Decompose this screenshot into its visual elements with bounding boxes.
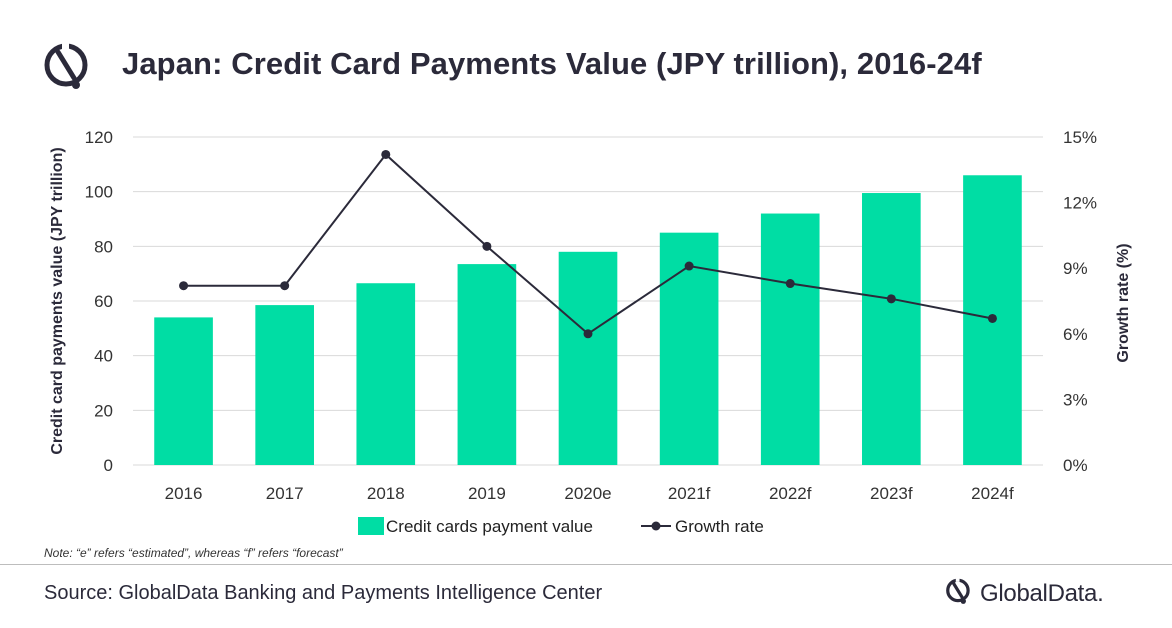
- y-tick-label: 20: [94, 401, 113, 420]
- legend-line-label: Growth rate: [675, 517, 764, 536]
- x-tick-label: 2018: [367, 484, 405, 503]
- bar: [356, 283, 416, 465]
- y-tick-label: 120: [85, 128, 113, 147]
- bar: [255, 305, 314, 465]
- legend-bar-label: Credit cards payment value: [386, 517, 593, 536]
- y2-tick-label: 3%: [1063, 390, 1088, 409]
- growth-point: [179, 281, 189, 291]
- x-tick-label: 2023f: [870, 484, 913, 503]
- brand-name: GlobalData.: [980, 579, 1104, 607]
- bar: [862, 193, 921, 466]
- x-tick-label: 2019: [468, 484, 506, 503]
- growth-point: [583, 329, 593, 339]
- brand: GlobalData.: [944, 576, 1104, 611]
- y2-tick-label: 9%: [1063, 259, 1088, 278]
- y-tick-label: 80: [94, 237, 113, 256]
- y2-tick-label: 0%: [1063, 456, 1088, 475]
- x-tick-label: 2020e: [564, 484, 611, 503]
- growth-point: [886, 294, 896, 304]
- y2-tick-label: 15%: [1063, 128, 1097, 147]
- x-tick-label: 2024f: [971, 484, 1014, 503]
- growth-point: [684, 261, 694, 271]
- growth-point: [381, 149, 391, 159]
- source-text: Source: GlobalData Banking and Payments …: [44, 582, 603, 604]
- growth-point: [987, 313, 997, 323]
- y-tick-label: 0: [104, 456, 113, 475]
- page-title: Japan: Credit Card Payments Value (JPY t…: [122, 46, 982, 81]
- bar: [760, 213, 820, 465]
- bar: [154, 317, 213, 465]
- growth-point: [785, 279, 795, 289]
- globaldata-logo-icon: [40, 38, 96, 99]
- growth-point: [482, 241, 492, 251]
- bar: [659, 232, 719, 465]
- x-tick-label: 2022f: [769, 484, 812, 503]
- legend-line-marker: [651, 521, 661, 531]
- y-tick-label: 100: [85, 183, 113, 202]
- y2-axis-title: Growth rate (%): [1115, 243, 1132, 362]
- growth-point: [280, 281, 290, 291]
- y-axis-title: Credit card payments value (JPY trillion…: [49, 147, 66, 454]
- x-tick-label: 2016: [165, 484, 203, 503]
- x-tick-label: 2017: [266, 484, 304, 503]
- bar: [558, 251, 618, 465]
- bar: [457, 264, 517, 465]
- x-tick-label: 2021f: [668, 484, 711, 503]
- footer-divider: [0, 564, 1172, 565]
- chart: 0 20 40 60 80 100 120 0% 3% 6% 9% 12% 15% 2016 2017 201…: [49, 128, 1132, 536]
- footnote: Note: “e” refers “estimated”, whereas “f…: [44, 546, 343, 560]
- y-tick-label: 60: [94, 292, 113, 311]
- legend-bar-swatch: [358, 517, 384, 535]
- y2-tick-label: 12%: [1063, 194, 1097, 213]
- y-tick-label: 40: [94, 347, 113, 366]
- y2-tick-label: 6%: [1063, 325, 1088, 344]
- globaldata-logo-icon: [944, 576, 974, 611]
